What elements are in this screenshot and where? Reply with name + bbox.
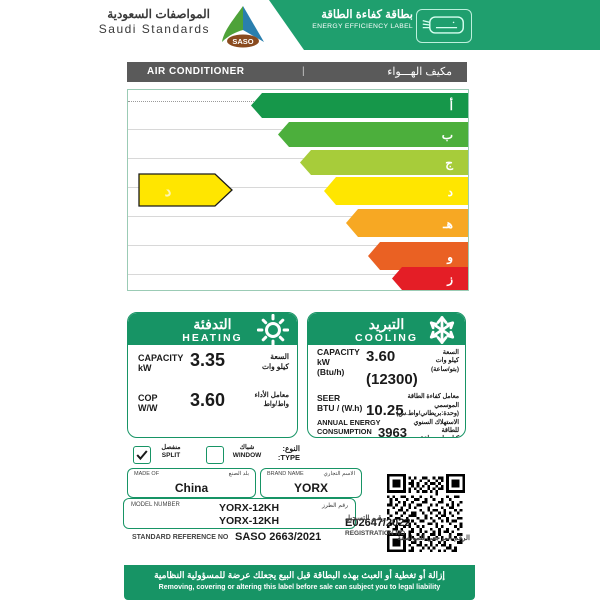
svg-text:د: د: [165, 183, 172, 200]
svg-text:هـ: هـ: [442, 217, 453, 231]
svg-text:أ: أ: [450, 98, 453, 113]
svg-text:د: د: [448, 185, 453, 199]
svg-text:و: و: [446, 250, 453, 265]
svg-text:ب: ب: [442, 128, 453, 142]
svg-text:ز: ز: [446, 272, 453, 287]
svg-text:ج: ج: [445, 156, 453, 171]
